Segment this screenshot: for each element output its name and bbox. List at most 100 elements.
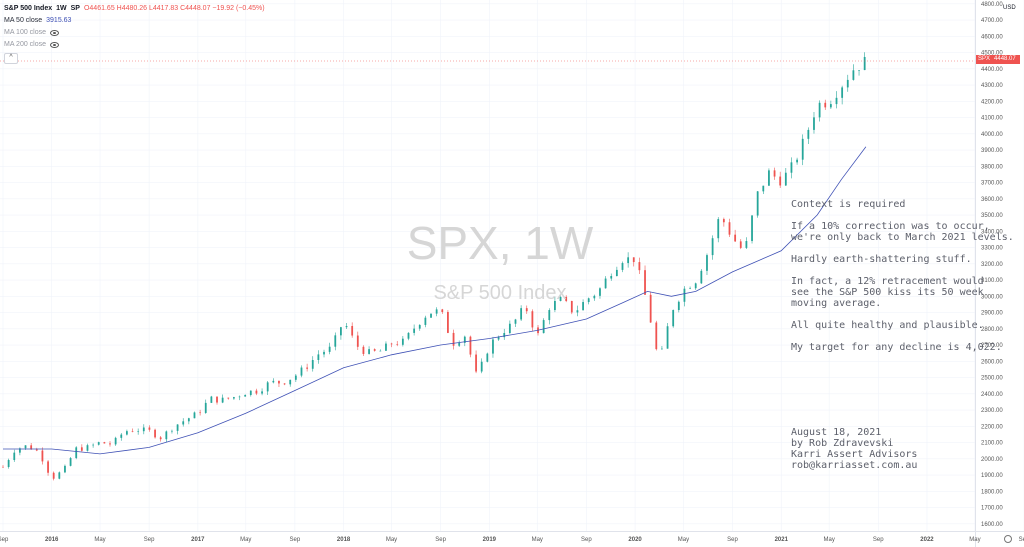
candle-body: [858, 70, 860, 71]
ma50-row[interactable]: MA 50 close 3915.63: [4, 15, 265, 27]
candle-body: [255, 390, 258, 394]
candle-body: [311, 360, 314, 369]
candle-body: [661, 348, 663, 350]
time-tick-label: Sep: [581, 537, 592, 543]
candle-body: [35, 449, 38, 451]
candle-body: [75, 447, 78, 459]
candle-body: [846, 79, 849, 88]
candle-body: [137, 431, 140, 432]
price-tick-label: 4600.00: [981, 34, 1003, 40]
candle-body: [300, 367, 303, 376]
candle-body: [593, 295, 596, 299]
annotation-line: see the S&P 500 kiss its 50 week: [791, 287, 984, 298]
candle-body: [813, 117, 815, 130]
candle-body: [649, 294, 652, 323]
candle-body: [283, 383, 286, 385]
candle-body: [373, 349, 376, 351]
candle-body: [266, 382, 269, 392]
price-tick-label: 1900.00: [981, 473, 1003, 479]
candle-body: [340, 327, 342, 336]
time-tick-label: May: [240, 537, 251, 543]
watermark-description: S&P 500 Index: [433, 282, 567, 304]
candle-body: [480, 361, 483, 372]
candle-body: [711, 238, 714, 256]
candle-body: [148, 427, 151, 430]
candle-body: [69, 458, 72, 466]
annotation-line: [791, 265, 1014, 276]
chevron-up-icon[interactable]: ^: [4, 53, 18, 64]
candle-body: [2, 466, 4, 468]
interval-label[interactable]: 1W: [56, 5, 67, 12]
time-tick-label: May: [532, 537, 543, 543]
symbol-name[interactable]: S&P 500 Index: [4, 5, 53, 12]
candle-body: [520, 308, 523, 320]
candle-body: [396, 344, 399, 345]
annotation-line: My target for any decline is 4,022.: [791, 342, 1002, 353]
candle-body: [86, 445, 89, 451]
candle-body: [689, 288, 691, 289]
candle-body: [294, 375, 297, 380]
price-tick-label: 4800.00: [981, 2, 1003, 8]
candle-body: [407, 332, 410, 339]
candle-body: [345, 325, 348, 328]
candle-body: [216, 396, 218, 403]
eye-icon[interactable]: [50, 42, 60, 48]
signature-line: August 18, 2021: [791, 427, 882, 438]
time-tick-label: 2019: [483, 537, 497, 543]
candle-body: [824, 102, 827, 108]
ma100-row[interactable]: MA 100 close: [4, 27, 265, 39]
exchange-label: SP: [70, 5, 80, 12]
candle-body: [424, 317, 427, 325]
price-tick-label: 3700.00: [981, 181, 1003, 187]
price-tick-label: 3400.00: [981, 229, 1003, 235]
candle-body: [317, 354, 320, 361]
time-tick-label: May: [386, 537, 397, 543]
candle-body: [621, 263, 624, 270]
ma200-row[interactable]: MA 200 close: [4, 39, 265, 51]
price-tick-label: 3000.00: [981, 294, 1003, 300]
candle-body: [542, 320, 545, 334]
currency-label[interactable]: USD: [1003, 5, 1016, 11]
candle-body: [801, 138, 804, 160]
time-tick-label: Sep: [1019, 537, 1024, 543]
candle-body: [582, 302, 584, 311]
candle-body: [655, 322, 658, 350]
candle-body: [58, 472, 61, 479]
annotation-line: [791, 243, 1014, 254]
candle-body: [790, 162, 793, 173]
annotation-line: Context is required: [791, 199, 906, 210]
eye-icon[interactable]: [50, 30, 60, 36]
candle-body: [390, 343, 393, 345]
symbol-row: S&P 500 Index 1W SP O4461.65 H4480.26 L4…: [4, 3, 265, 15]
candle-body: [751, 215, 753, 242]
candle-body: [418, 324, 421, 329]
candle-body: [249, 390, 252, 395]
candle-body: [722, 219, 725, 223]
candle-body: [182, 421, 185, 425]
candle-body: [131, 431, 134, 432]
candle-body: [413, 328, 416, 333]
price-axis[interactable]: 1600.00 1700.00 1800.00 1900.00 2000.00 2100.…: [981, 2, 1003, 528]
candle-body: [570, 300, 573, 313]
candle-body: [362, 346, 365, 354]
price-tick-label: 3800.00: [981, 164, 1003, 170]
candle-body: [644, 270, 646, 295]
gear-icon[interactable]: [1004, 535, 1012, 543]
candle-body: [221, 397, 224, 403]
candle-body: [632, 257, 635, 263]
candle-body: [204, 402, 207, 413]
candle-body: [525, 308, 528, 312]
candle-body: [13, 452, 16, 461]
time-tick-label: Sep: [0, 537, 9, 543]
time-axis[interactable]: Sep 2016 May Sep 2017 May Sep 2018 May Sep 2019 May…: [0, 537, 1024, 543]
candle-body: [863, 56, 866, 71]
annotation-line: Hardly earth-shattering stuff.: [791, 254, 972, 265]
candle-body: [7, 460, 10, 467]
price-tick-label: 2200.00: [981, 424, 1003, 430]
candle-body: [818, 102, 821, 118]
candle-body: [672, 310, 675, 327]
candle-body: [548, 310, 551, 321]
time-tick-label: 2016: [45, 537, 59, 543]
watermark-symbol: SPX, 1W: [406, 217, 594, 269]
